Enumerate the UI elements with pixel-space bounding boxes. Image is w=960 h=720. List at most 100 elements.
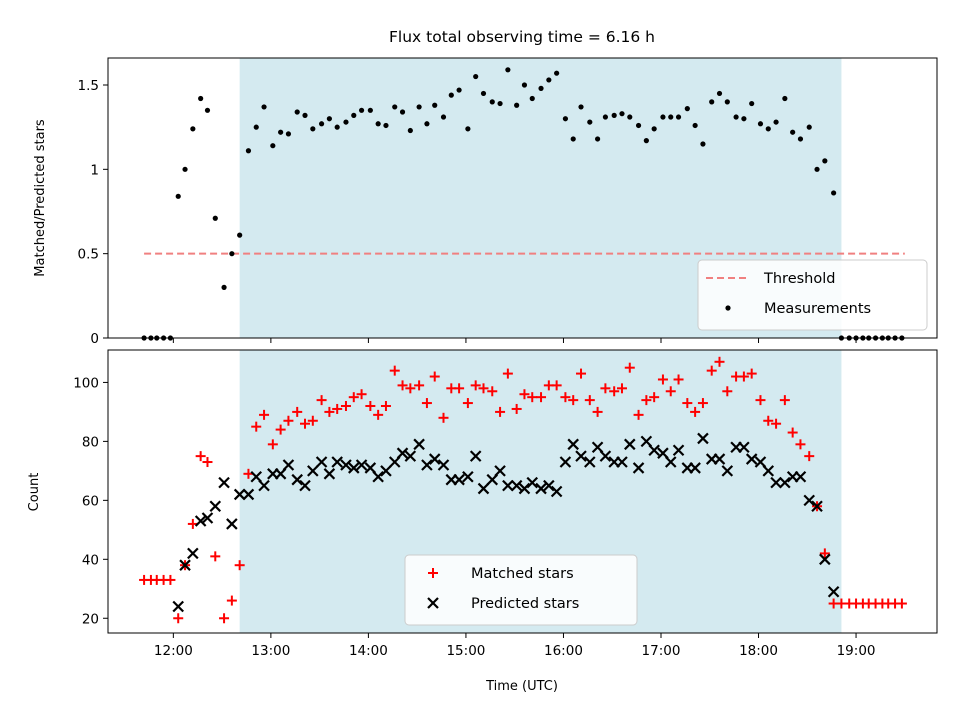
predicted-star-point [738, 441, 750, 454]
matched-star-point [795, 439, 806, 450]
measurement-point [651, 126, 657, 132]
matched-star-point [454, 383, 465, 394]
measurement-point [432, 102, 438, 108]
legend-matched-marker [428, 568, 438, 578]
matched-star-point [511, 403, 522, 414]
matched-star-point [226, 595, 237, 606]
measurement-point [709, 99, 715, 105]
legend-label: Measurements [764, 301, 871, 317]
matched-star-point [292, 406, 303, 417]
measurement-point [383, 122, 389, 129]
measurement-point [489, 99, 495, 105]
measurement-point [570, 136, 576, 142]
measurement-point [473, 73, 479, 80]
predicted-star-point [421, 459, 433, 471]
matched-star-point [495, 406, 506, 417]
predicted-star-point [827, 585, 840, 598]
matched-star-point [397, 380, 408, 391]
predicted-star-point [526, 476, 539, 489]
predicted-star-point [462, 470, 474, 483]
predicted-star-point [559, 456, 572, 468]
matched-star-point [380, 401, 391, 412]
matched-star-point [819, 548, 830, 559]
matched-star-point [600, 383, 611, 394]
measurement-point [668, 114, 674, 120]
predicted-star-point [713, 453, 726, 465]
matched-star-point [536, 392, 547, 403]
matched-star-point [365, 401, 376, 412]
legend-box [697, 259, 928, 331]
count-axis-ticks: 20 40 60 80 100 12:00 13:00 14:00 15:00 16:00 17:0… [73, 375, 875, 659]
measurement-point [562, 116, 569, 122]
matched-star-point [592, 406, 603, 417]
matched-star-point [332, 403, 343, 414]
predicted-star-point [437, 459, 450, 471]
measurement-point [253, 124, 259, 130]
measurement-point [724, 99, 730, 105]
measurement-point [294, 109, 300, 115]
predicted-star-point [307, 465, 319, 477]
matched-star-point [576, 368, 587, 379]
y-tick-label: 40 [82, 552, 99, 568]
predicted-star-point [331, 456, 343, 468]
predicted-star-point [477, 482, 490, 495]
predicted-star-point [218, 476, 230, 489]
predicted-star-point [721, 465, 734, 477]
measurement-point [797, 136, 804, 142]
matched-star-point [771, 418, 782, 429]
predicted-star-point [567, 438, 579, 451]
measurement-point [318, 121, 325, 127]
measurement-point [456, 87, 462, 93]
measurement-point [343, 119, 349, 125]
predicted-star-point [584, 456, 596, 468]
matched-star-point [389, 365, 400, 376]
measurement-point [465, 126, 471, 132]
matched-star-point [421, 398, 432, 409]
count-y-axis-label: Count [27, 473, 42, 512]
predicted-star-point [404, 450, 417, 462]
matched-star-point [641, 395, 652, 406]
measurement-point [310, 126, 316, 132]
measurement-point [538, 85, 544, 91]
x-tick-label: 19:00 [837, 643, 876, 659]
measurement-point [765, 126, 771, 132]
measurement-point [285, 131, 292, 137]
measurement-point [480, 90, 487, 97]
x-axis-label: Time (UTC) [485, 679, 558, 694]
legend-measurement-marker [725, 305, 731, 311]
measurement-point [521, 82, 528, 88]
ratio-series-layer [141, 67, 905, 341]
matched-star-point [210, 551, 221, 562]
measurement-point [416, 104, 422, 110]
measurement-point [733, 114, 739, 120]
predicted-star-point [453, 473, 465, 486]
matched-star-point [275, 424, 286, 435]
measurement-point [684, 106, 690, 112]
matched-star-point [779, 395, 790, 406]
matched-star-point [568, 395, 579, 406]
matched-star-point [405, 383, 416, 394]
measurement-point [497, 100, 503, 107]
matched-star-point [283, 415, 294, 426]
predicted-star-point [575, 450, 587, 462]
measurement-point [229, 251, 235, 257]
predicted-star-point [599, 450, 612, 462]
predicted-star-point [697, 432, 709, 445]
y-tick-label: 1 [90, 162, 99, 178]
measurement-point [182, 166, 188, 172]
y-tick-label: 100 [73, 375, 99, 391]
measurement-point [334, 124, 340, 130]
ratio-panel-frame [107, 57, 938, 339]
x-tick-label: 13:00 [251, 643, 290, 659]
predicted-star-point [347, 462, 360, 474]
y-tick-label: 0 [90, 331, 99, 347]
measurement-point [367, 107, 373, 113]
predicted-star-point [315, 456, 328, 468]
count-series-layer [139, 356, 907, 624]
measurement-point [392, 104, 398, 110]
measurement-point [326, 116, 332, 122]
measurement-point [660, 114, 666, 120]
matched-star-point [738, 371, 749, 382]
predicted-star-point [201, 512, 214, 524]
measurement-point [546, 77, 552, 83]
